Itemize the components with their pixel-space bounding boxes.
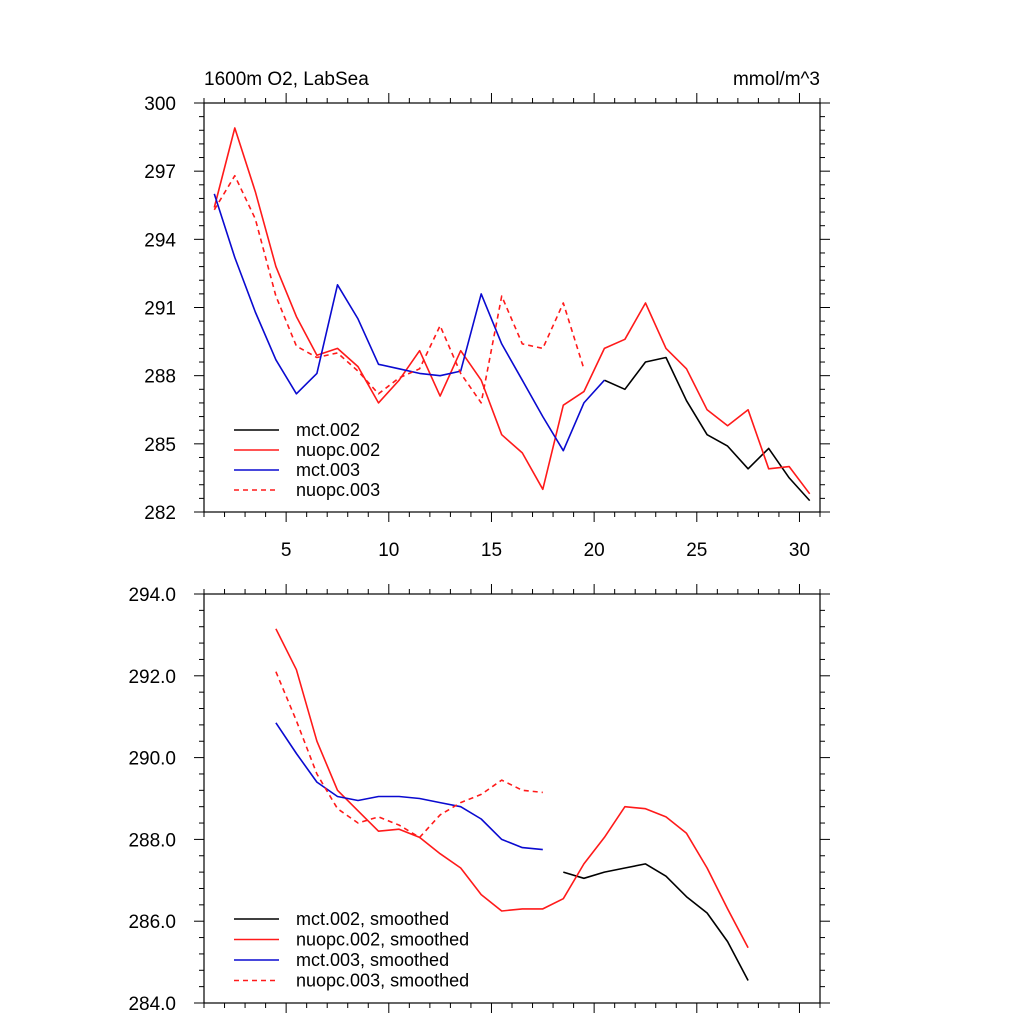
x-tick-label: 25: [686, 540, 707, 561]
series-line-nuopc-002-smoothed: [275, 628, 749, 949]
series-line-nuopc-003-smoothed: [275, 671, 543, 839]
series-line-mct-002-smoothed: [563, 863, 749, 981]
units-label: mmol/m^3: [733, 69, 820, 90]
legend-label: nuopc.003, smoothed: [296, 971, 469, 991]
legend-label: mct.002: [296, 420, 360, 440]
x-tick-label: 10: [378, 540, 399, 561]
bottom-panel: 284.0 286.0 288.0 290.0 292.0 294.0 mct.002, s…: [128, 584, 830, 1015]
y-tick-label: 294.0: [128, 585, 176, 606]
legend-label: nuopc.002, smoothed: [296, 930, 469, 950]
legend-label: mct.003, smoothed: [296, 950, 449, 970]
legend-label: mct.002, smoothed: [296, 909, 449, 929]
x-tick-label: 15: [481, 540, 502, 561]
legend-label: mct.003: [296, 460, 360, 480]
series-line-mct-003: [213, 193, 605, 452]
series-line-nuopc-003: [213, 174, 585, 404]
series-line-mct-003-smoothed: [275, 722, 543, 851]
x-tick-label: 30: [789, 540, 810, 561]
top-panel: 1600m O2, LabSea mmol/m^3 5 10 15 20 25 30 282…: [144, 69, 830, 561]
chart-title: 1600m O2, LabSea: [204, 69, 369, 90]
y-tick-label: 285: [144, 435, 176, 456]
x-tick-label: 5: [281, 540, 292, 561]
y-tick-label: 297: [144, 162, 176, 183]
legend-label: nuopc.002: [296, 440, 380, 460]
series-line-mct-002: [604, 356, 811, 502]
series-line-nuopc-002: [213, 127, 811, 495]
y-tick-label: 292.0: [128, 667, 176, 688]
y-tick-label: 288.0: [128, 830, 176, 851]
y-tick-label: 291: [144, 299, 176, 320]
y-tick-label: 300: [144, 94, 176, 115]
y-tick-label: 286.0: [128, 912, 176, 933]
y-tick-label: 288: [144, 367, 176, 388]
y-tick-label: 282: [144, 503, 176, 524]
x-tick-label: 20: [584, 540, 605, 561]
legend-label: nuopc.003: [296, 480, 380, 500]
y-tick-label: 284.0: [128, 994, 176, 1015]
y-tick-label: 290.0: [128, 749, 176, 770]
y-tick-label: 294: [144, 230, 176, 251]
